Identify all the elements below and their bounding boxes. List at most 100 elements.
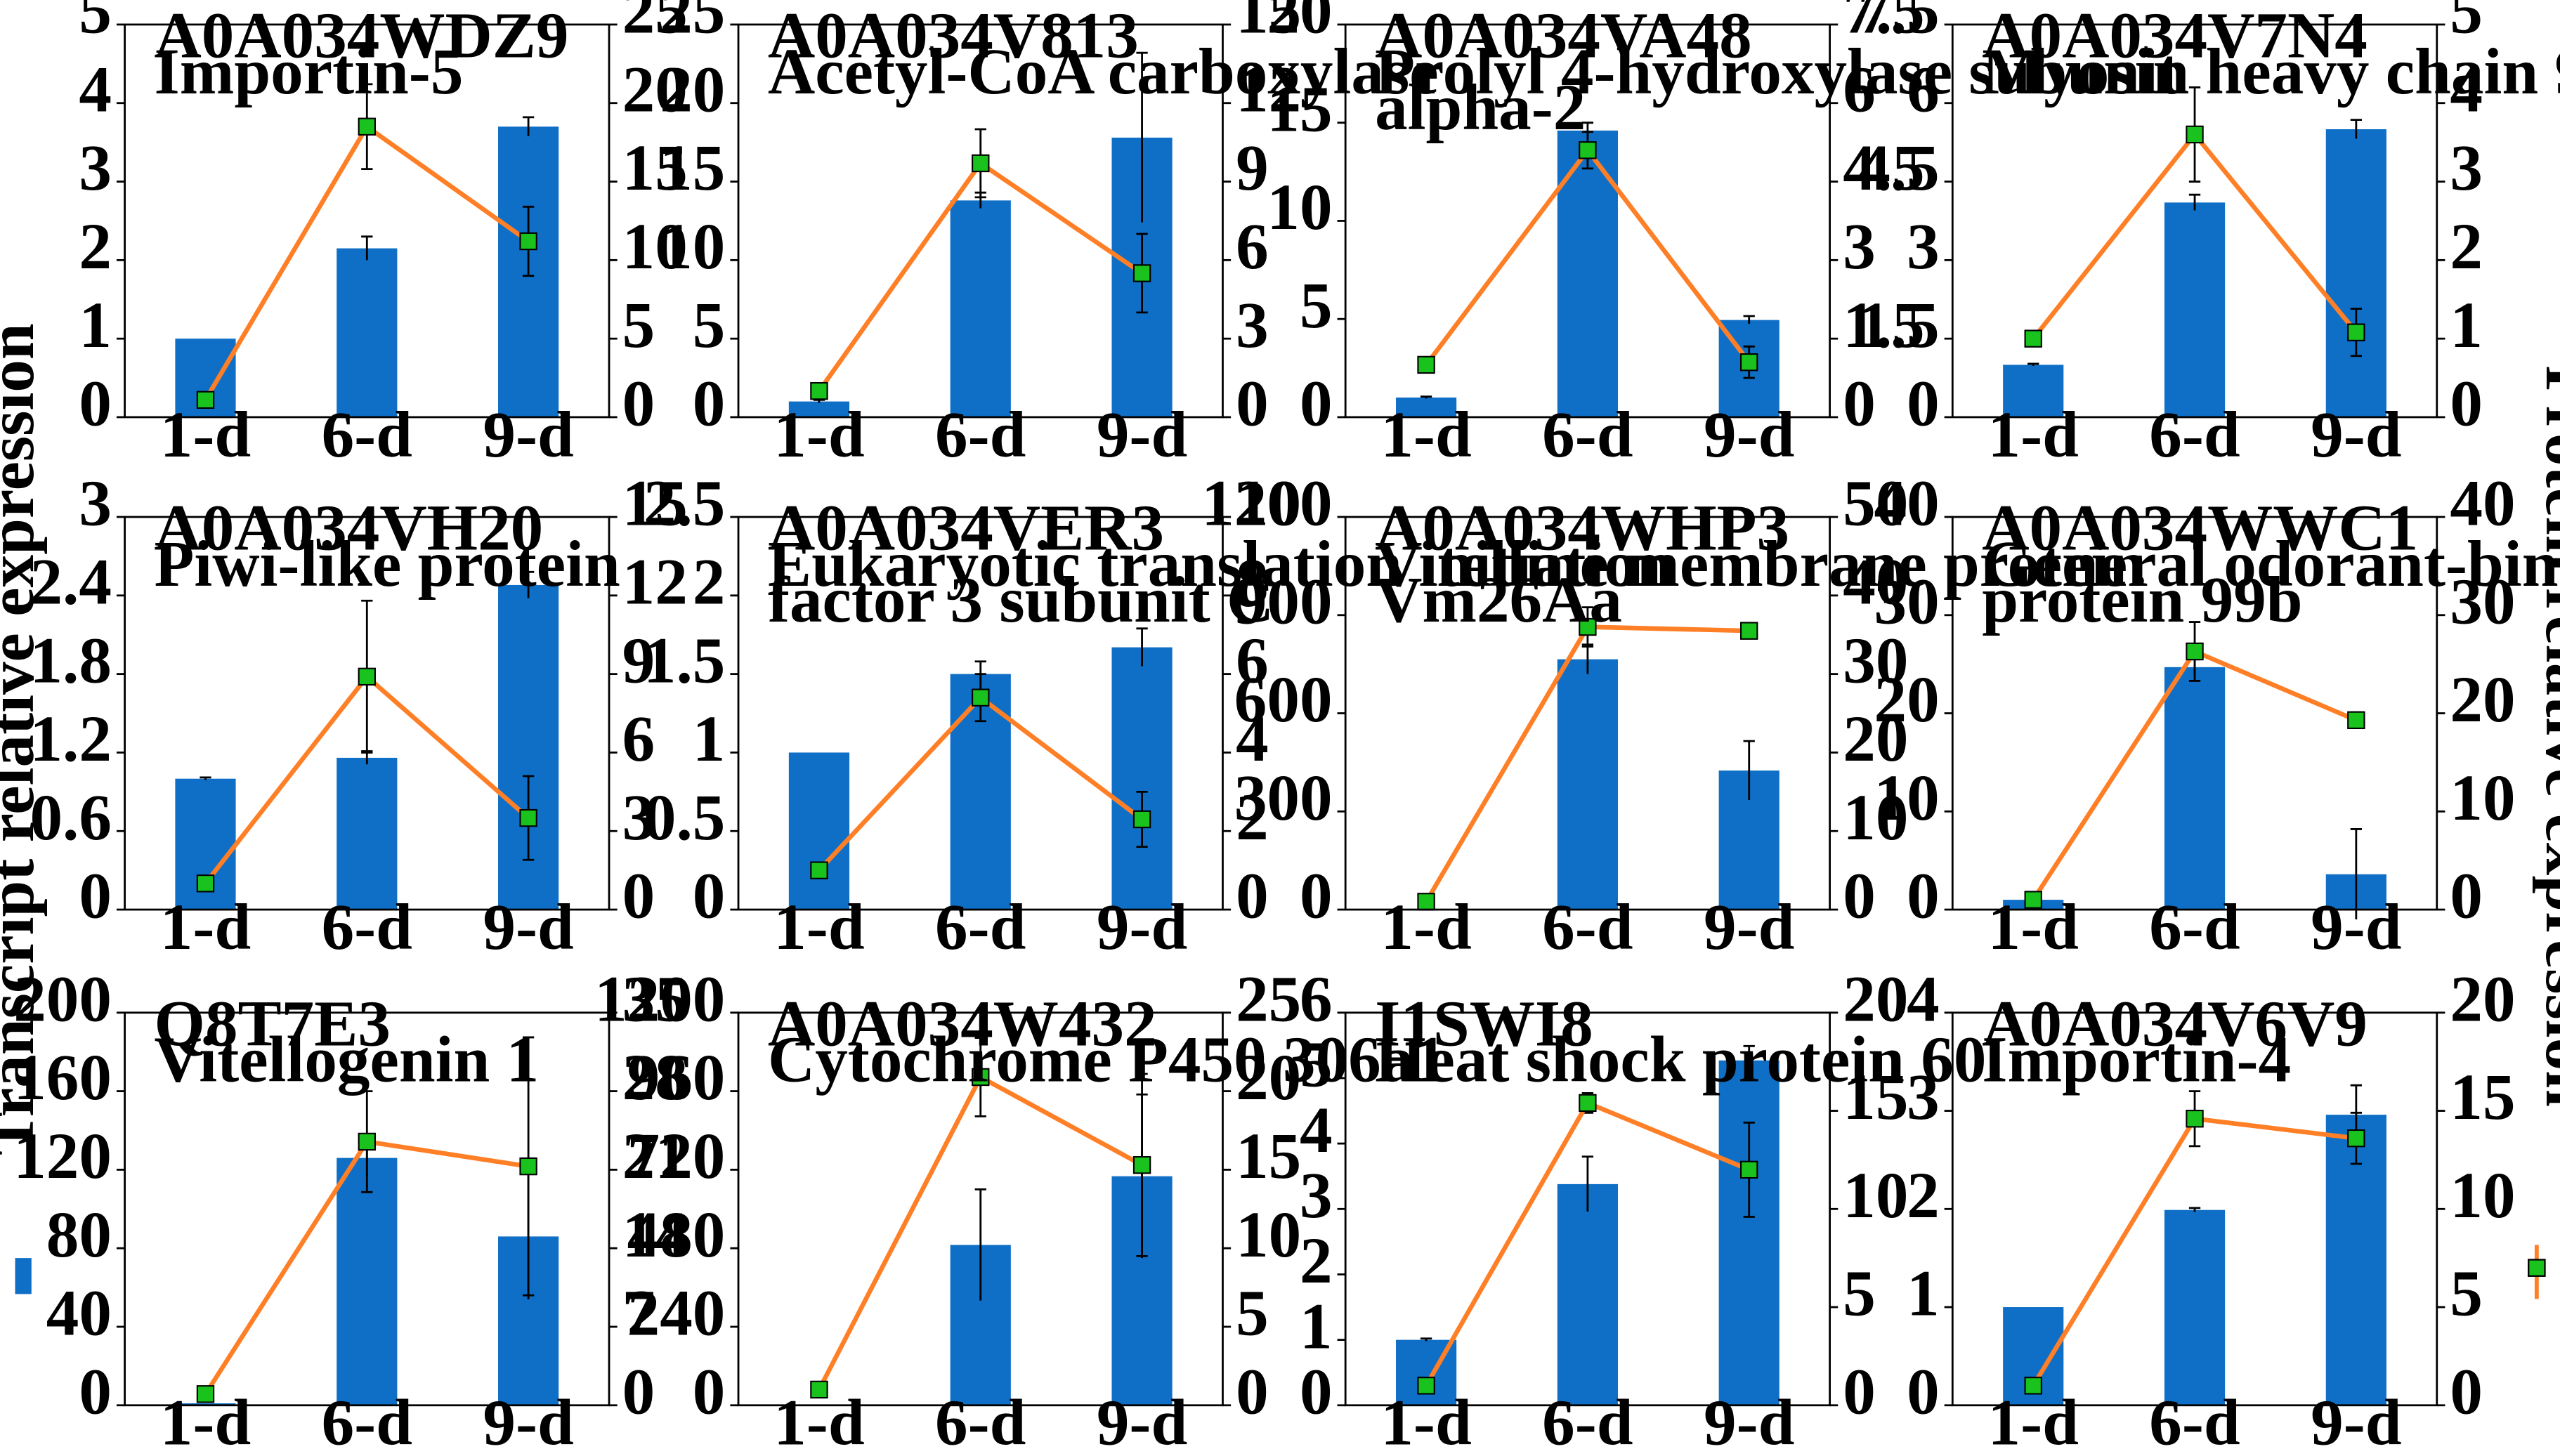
left-tick-label: 0 [1300, 860, 1333, 933]
protein-marker-9-d [1740, 353, 1758, 372]
protein-marker-6-d [2186, 125, 2204, 144]
protein-marker-1-d [2024, 329, 2042, 348]
category-label-6-d: 6-d [322, 891, 412, 964]
left-tick-label: 480 [627, 1199, 726, 1271]
left-tick-label: 160 [13, 1042, 112, 1114]
panel-accession: A0A034V7N4 [1982, 0, 2368, 72]
right-tick-label: 0 [1236, 1356, 1269, 1428]
left-tick-label: 1.2 [30, 703, 111, 775]
left-tick-label: 3 [1907, 211, 1940, 283]
category-label-9-d: 9-d [1704, 399, 1794, 471]
left-tick-label: 15 [660, 132, 725, 204]
right-tick-label: 0 [2450, 1356, 2483, 1428]
left-tick-label: 960 [627, 1042, 726, 1114]
panel-accession: A0A034V6V9 [1982, 988, 2368, 1060]
right-tick-label: 0 [622, 860, 655, 933]
left-tick-label: 5 [79, 0, 112, 48]
bar-1-d [788, 401, 850, 417]
category-label-1-d: 1-d [1988, 1387, 2079, 1456]
left-tick-label: 40 [46, 1278, 112, 1350]
left-tick-label: 0 [1300, 1356, 1333, 1428]
chart-panel-A0A034WWC1: 0 10 20 30 40 0 10 20 30 40 1-d 6-d 9-d A0A034WWC1Gen… [1874, 468, 2560, 964]
protein-marker-6-d [1579, 141, 1597, 159]
protein-marker-1-d [196, 1385, 215, 1403]
protein-marker-6-d [1579, 617, 1597, 636]
left-tick-label: 6 [1300, 963, 1333, 1035]
right-tick-label: 6 [1843, 53, 1876, 126]
right-tick-label: 5 [2450, 0, 2483, 48]
bar-6-d [337, 1157, 398, 1405]
category-label-6-d: 6-d [322, 1387, 412, 1456]
bar-6-d [337, 757, 398, 910]
category-label-9-d: 9-d [2311, 891, 2401, 964]
left-tick-label: 2 [1907, 1160, 1940, 1232]
category-label-1-d: 1-d [773, 1387, 864, 1456]
left-tick-label: 2.4 [30, 546, 111, 618]
left-tick-label: 3 [79, 468, 112, 540]
category-label-9-d: 9-d [2311, 399, 2401, 471]
plot-frame [1951, 23, 2438, 419]
right-tick-label: 0 [1843, 1356, 1876, 1428]
panel-accession: A0A034WHP3 [1375, 492, 1789, 565]
left-tick-label: 0 [79, 860, 112, 933]
protein-marker-9-d [2347, 323, 2365, 341]
bar-9-d [498, 584, 559, 910]
protein-marker-6-d [2186, 642, 2204, 661]
left-tick-label: 4 [1300, 1094, 1333, 1167]
right-tick-label: 20 [622, 53, 688, 126]
category-label-9-d: 9-d [1097, 399, 1187, 471]
panel-accession: A0A034VA48 [1375, 0, 1752, 72]
right-tick-label: 3 [1236, 289, 1269, 362]
protein-marker-6-d [358, 117, 376, 136]
protein-marker-6-d [2186, 1110, 2204, 1128]
left-tick-label: 1.5 [1857, 289, 1939, 362]
bar-9-d [1111, 647, 1173, 910]
left-tick-label: 4 [1907, 963, 1940, 1035]
left-tick-label: 0 [1907, 1356, 1940, 1428]
protein-marker-1-d [1417, 1377, 1435, 1395]
right-tick-label: 8 [1236, 546, 1269, 618]
left-tick-label: 6 [1907, 53, 1940, 126]
right-tick-label: 0 [622, 1356, 655, 1428]
right-tick-label: 10 [1843, 1160, 1908, 1232]
panel-accession: I1SWI8 [1375, 988, 1593, 1060]
left-tick-label: 0 [1300, 368, 1333, 440]
bar-6-d [2164, 1209, 2226, 1405]
right-tick-label: 9 [1236, 132, 1269, 204]
protein-marker-1-d [2024, 891, 2042, 909]
plot-frame [737, 1011, 1224, 1407]
category-label-9-d: 9-d [483, 1387, 573, 1456]
category-label-6-d: 6-d [1542, 891, 1633, 964]
category-label-1-d: 1-d [1380, 399, 1471, 471]
category-label-6-d: 6-d [322, 399, 412, 471]
protein-marker-6-d [358, 667, 376, 686]
right-tick-label: 9 [622, 624, 655, 697]
right-tick-label: 50 [1843, 468, 1908, 540]
category-label-6-d: 6-d [2149, 399, 2240, 471]
panel-protein-name: Vm26Aa [1375, 564, 1622, 636]
right-tick-label: 5 [622, 289, 655, 362]
panel-protein-name: factor 3 subunit C [768, 564, 1274, 636]
right-tick-label: 20 [2450, 664, 2515, 736]
right-tick-label: 15 [1236, 1120, 1301, 1193]
right-tick-label: 10 [2450, 762, 2515, 834]
category-label-9-d: 9-d [1704, 891, 1794, 964]
left-tick-label: 10 [1874, 762, 1940, 834]
panel-protein-name: Importin-5 [155, 36, 464, 108]
category-label-9-d: 9-d [2311, 1387, 2401, 1456]
protein-marker-9-d [519, 232, 537, 251]
left-tick-label: 7.5 [1857, 0, 1939, 48]
right-tick-label: 4 [1236, 703, 1269, 775]
panel-accession: A0A034WWC1 [1982, 492, 2418, 565]
category-label-1-d: 1-d [1380, 891, 1471, 964]
right-tick-label: 35 [622, 963, 688, 1035]
right-tick-label: 10 [2450, 1160, 2515, 1232]
right-tick-label: 14 [622, 1199, 688, 1271]
left-tick-label: 5 [1300, 270, 1333, 342]
panel-accession: A0A034V813 [768, 0, 1139, 72]
bar-1-d [1395, 397, 1457, 417]
